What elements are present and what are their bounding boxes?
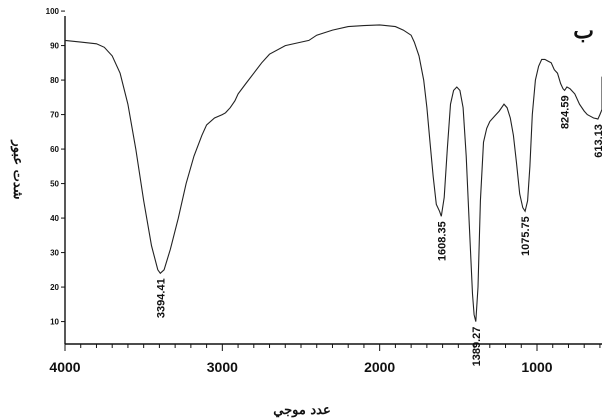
y-tick-label: 20 — [50, 283, 59, 292]
x-ticks: 4000 3000 2000 1000 — [49, 344, 601, 375]
peak-label: 3394.41 — [155, 278, 167, 318]
x-tick-label: 2000 — [364, 359, 395, 375]
y-tick-label: 70 — [50, 111, 59, 120]
peak-label: 1075.75 — [520, 216, 532, 256]
y-tick-label: 40 — [50, 214, 59, 223]
panel-letter: ب — [573, 18, 594, 44]
chart-axes — [64, 16, 602, 345]
y-tick-label: 90 — [50, 42, 59, 51]
y-tick-label: 80 — [50, 76, 59, 85]
peak-labels: 3394.41 1608.35 1389.27 1075.75 824.59 613.13 — [155, 95, 602, 366]
y-tick-label: 30 — [50, 249, 59, 258]
peak-label: 1389.27 — [471, 327, 483, 367]
transmittance-line — [64, 24, 602, 322]
x-tick-label: 3000 — [207, 359, 238, 375]
x-tick-label: 1000 — [521, 359, 552, 375]
y-tick-label: 60 — [50, 145, 59, 154]
y-ticks: 10 20 30 40 50 60 70 80 90 100 — [46, 7, 65, 327]
y-tick-label: 10 — [50, 318, 59, 327]
x-tick-label: 4000 — [49, 359, 80, 375]
x-axis-title: عدد موجي — [273, 403, 330, 418]
y-axis-title: شدت عبور — [10, 139, 25, 199]
y-tick-label: 100 — [46, 7, 60, 16]
peak-label: 824.59 — [560, 95, 572, 129]
y-tick-label: 50 — [50, 180, 59, 189]
peak-label: 613.13 — [593, 124, 602, 158]
peak-label: 1608.35 — [436, 221, 448, 261]
